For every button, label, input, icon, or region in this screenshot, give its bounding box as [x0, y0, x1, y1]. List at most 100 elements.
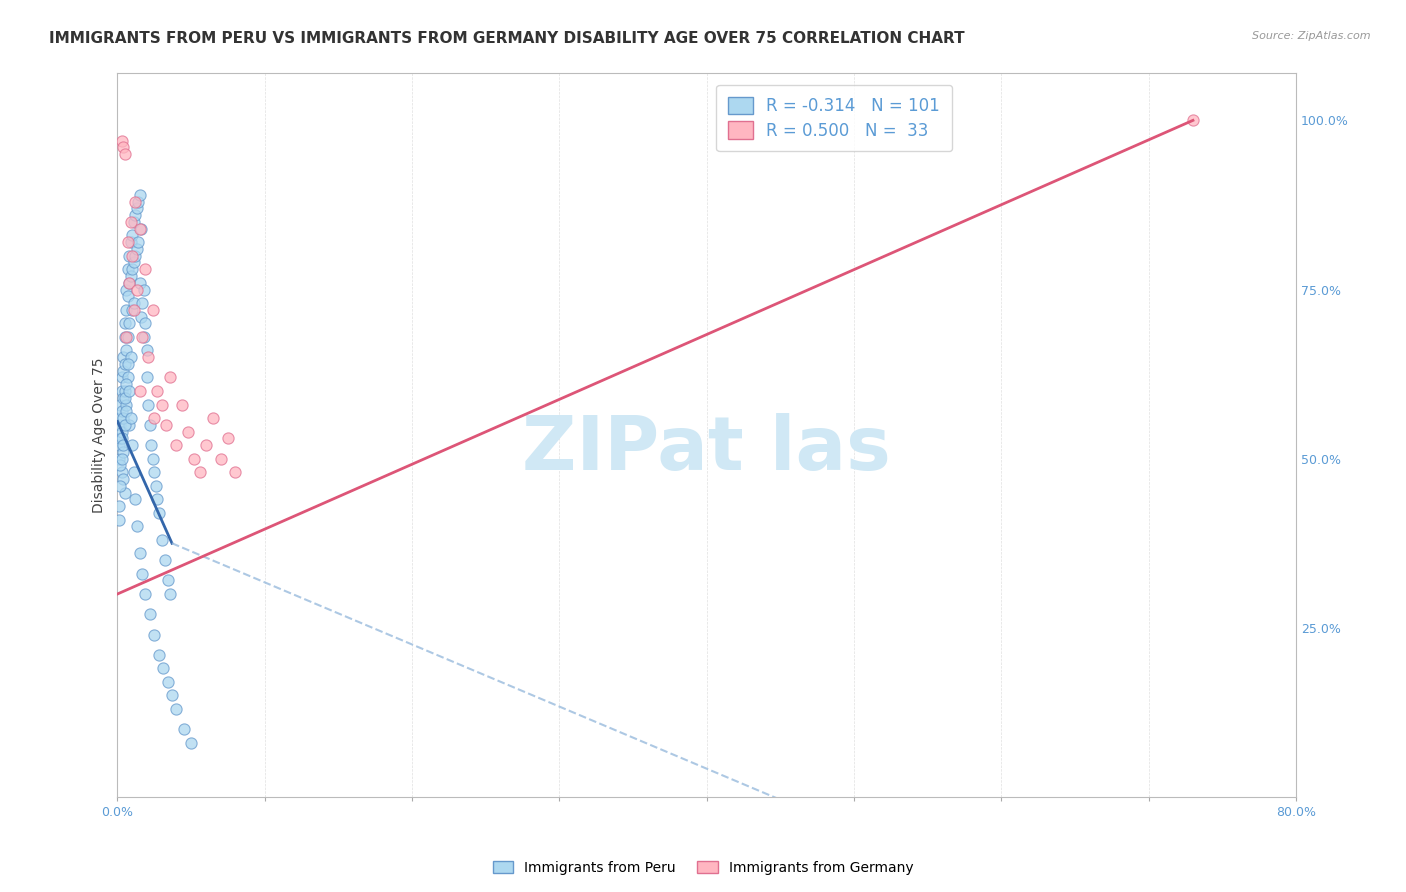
Point — [112, 391, 135, 405]
Point — [129, 310, 152, 324]
Point — [143, 627, 166, 641]
Point — [159, 370, 181, 384]
Point — [110, 417, 132, 432]
Point — [183, 451, 205, 466]
Point — [114, 417, 136, 432]
Point — [194, 438, 217, 452]
Point — [125, 202, 148, 216]
Point — [117, 357, 139, 371]
Point — [118, 384, 141, 398]
Point — [124, 194, 146, 209]
Point — [148, 506, 170, 520]
Point — [121, 249, 143, 263]
Point — [115, 398, 138, 412]
Point — [134, 262, 156, 277]
Point — [132, 283, 155, 297]
Point — [115, 377, 138, 392]
Point — [155, 417, 177, 432]
Point — [112, 472, 135, 486]
Point — [120, 235, 142, 249]
Point — [115, 283, 138, 297]
Point — [111, 370, 134, 384]
Point — [129, 221, 152, 235]
Point — [115, 330, 138, 344]
Point — [114, 384, 136, 398]
Point — [114, 316, 136, 330]
Point — [125, 283, 148, 297]
Point — [134, 587, 156, 601]
Point — [111, 404, 134, 418]
Text: ZIPat las: ZIPat las — [523, 413, 891, 486]
Point — [146, 384, 169, 398]
Point — [150, 398, 173, 412]
Point — [120, 268, 142, 283]
Point — [114, 391, 136, 405]
Text: Source: ZipAtlas.com: Source: ZipAtlas.com — [1253, 31, 1371, 41]
Point — [165, 438, 187, 452]
Point — [117, 370, 139, 384]
Point — [114, 330, 136, 344]
Point — [127, 194, 149, 209]
Point — [122, 255, 145, 269]
Point — [115, 404, 138, 418]
Point — [153, 553, 176, 567]
Point — [120, 215, 142, 229]
Point — [128, 384, 150, 398]
Point — [117, 235, 139, 249]
Point — [110, 411, 132, 425]
Point — [121, 438, 143, 452]
Point — [114, 357, 136, 371]
Point — [118, 417, 141, 432]
Point — [128, 546, 150, 560]
Point — [180, 736, 202, 750]
Point — [108, 512, 131, 526]
Point — [115, 302, 138, 317]
Point — [122, 465, 145, 479]
Point — [117, 330, 139, 344]
Point — [111, 134, 134, 148]
Point — [114, 147, 136, 161]
Point — [209, 451, 232, 466]
Point — [118, 276, 141, 290]
Point — [114, 485, 136, 500]
Text: IMMIGRANTS FROM PERU VS IMMIGRANTS FROM GERMANY DISABILITY AGE OVER 75 CORRELATI: IMMIGRANTS FROM PERU VS IMMIGRANTS FROM … — [49, 31, 965, 46]
Point — [122, 302, 145, 317]
Point — [108, 499, 131, 513]
Point — [148, 648, 170, 662]
Point — [112, 445, 135, 459]
Point — [143, 411, 166, 425]
Point — [111, 465, 134, 479]
Point — [111, 384, 134, 398]
Point — [173, 723, 195, 737]
Point — [111, 431, 134, 445]
Point — [121, 302, 143, 317]
Point — [110, 479, 132, 493]
Point — [145, 479, 167, 493]
Point — [128, 221, 150, 235]
Point — [124, 208, 146, 222]
Point — [124, 492, 146, 507]
Point — [111, 451, 134, 466]
Point — [110, 431, 132, 445]
Point — [128, 276, 150, 290]
Point — [217, 431, 239, 445]
Point — [202, 411, 225, 425]
Point — [172, 398, 194, 412]
Point — [118, 316, 141, 330]
Point — [150, 533, 173, 547]
Point — [142, 451, 165, 466]
Point — [117, 262, 139, 277]
Point — [108, 451, 131, 466]
Point — [146, 492, 169, 507]
Legend: R = -0.314   N = 101, R = 0.500   N =  33: R = -0.314 N = 101, R = 0.500 N = 33 — [717, 85, 952, 152]
Point — [132, 330, 155, 344]
Point — [134, 316, 156, 330]
Point — [177, 425, 200, 439]
Point — [135, 370, 157, 384]
Point — [1181, 113, 1204, 128]
Point — [156, 675, 179, 690]
Point — [115, 343, 138, 358]
Point — [127, 235, 149, 249]
Point — [138, 350, 160, 364]
Point — [165, 702, 187, 716]
